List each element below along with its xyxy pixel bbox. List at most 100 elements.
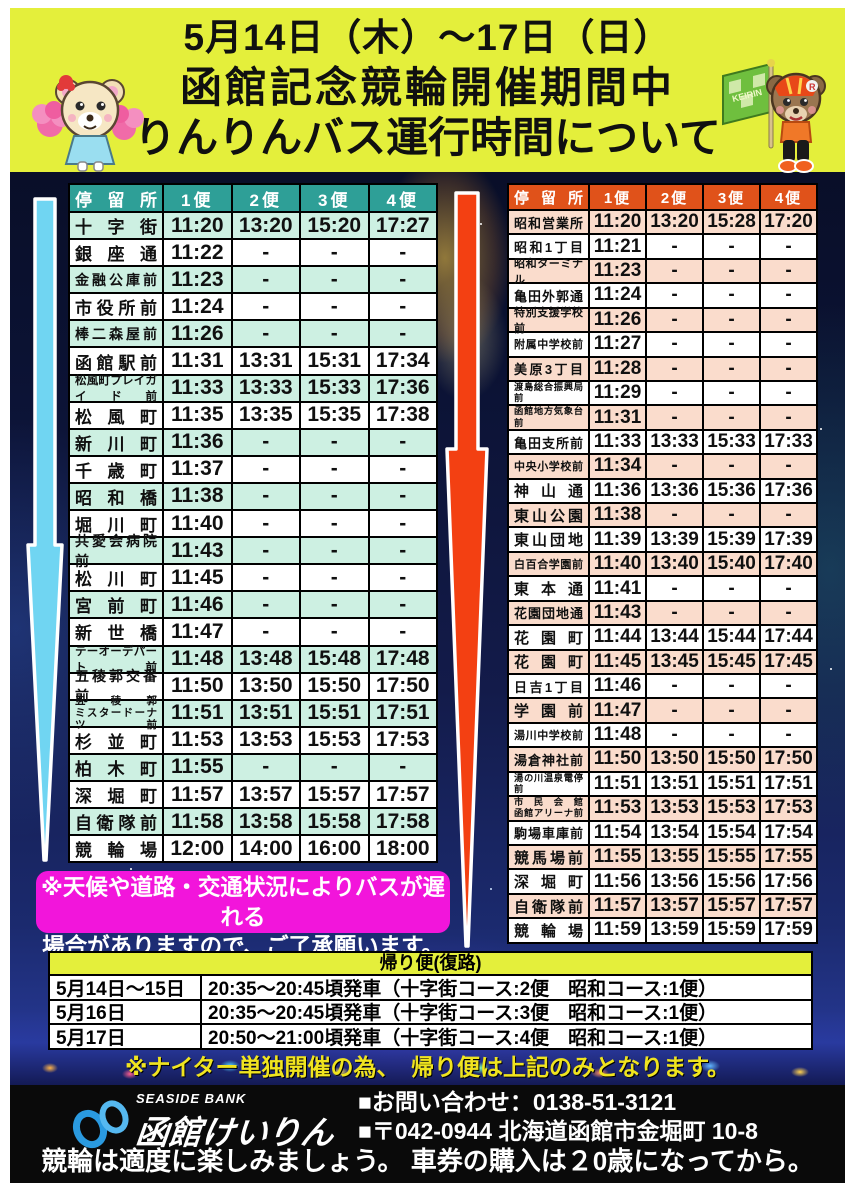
- time-trip-1: 11:53: [162, 727, 231, 753]
- time-trip-4: -: [759, 381, 816, 405]
- time-trip-3: -: [299, 456, 368, 482]
- table-row: 五稜郭交番前 11:50 13:50 15:50 17:50: [70, 668, 436, 704]
- time-trip-2: -: [645, 235, 702, 258]
- time-trip-1: 11:35: [162, 402, 231, 428]
- time-trip-3: -: [702, 504, 759, 527]
- time-trip-3: 15:39: [702, 528, 759, 551]
- time-trip-4: 17:51: [367, 700, 437, 726]
- time-trip-2: 13:31: [230, 348, 300, 374]
- time-trip-1: 11:24: [588, 284, 645, 307]
- logo-seaside-bank: SEASIDE BANK: [136, 1091, 247, 1106]
- stop-name: 新川町: [75, 434, 157, 454]
- time-trip-2: 13:50: [645, 748, 702, 771]
- time-trip-4: -: [367, 538, 437, 564]
- return-date: 5月16日: [56, 1003, 126, 1025]
- time-trip-4: 17:27: [367, 213, 437, 239]
- time-trip-1: 11:45: [588, 650, 645, 674]
- stop-name: 競輪場: [514, 922, 583, 940]
- time-trip-4: 17:50: [759, 748, 816, 771]
- time-trip-4: -: [759, 675, 816, 698]
- time-trip-2: 13:50: [230, 673, 300, 699]
- stop-name: 金融公庫前: [75, 271, 157, 288]
- table-row: 深堀町 11:57 13:57 15:57 17:57: [70, 779, 436, 808]
- return-detail: 20:50～21:00頃発車（十字街コース:4便 昭和コース:1便）: [200, 1025, 811, 1049]
- time-trip-4: 17:34: [367, 348, 437, 374]
- time-trip-2: 13:33: [230, 375, 300, 401]
- time-trip-2: -: [645, 381, 702, 405]
- time-trip-3: 15:40: [702, 552, 759, 576]
- stop-name: 市役所前: [75, 299, 157, 319]
- time-trip-3: -: [299, 240, 368, 266]
- time-trip-1: 11:31: [162, 348, 231, 374]
- time-trip-2: 13:35: [230, 402, 300, 428]
- time-trip-1: 11:46: [588, 675, 645, 698]
- table-row: 昭和ターミナル 11:23 - - -: [509, 257, 816, 286]
- contact-address: ■〒042-0944 北海道函館市金堀町 10-8: [358, 1117, 758, 1144]
- stop-name: 湯川中学校前: [514, 730, 583, 743]
- time-trip-3: -: [299, 754, 368, 780]
- time-trip-1: 11:59: [588, 919, 645, 942]
- table-row: 湯川中学校前 11:48 - - -: [509, 721, 816, 747]
- timetable-header-row: 停留所 1便 2便 3便 4便: [70, 185, 436, 211]
- stop-name: 五稜郭 ミスタードーナツ前: [75, 695, 157, 732]
- time-trip-2: 13:57: [230, 781, 300, 808]
- time-trip-3: -: [702, 577, 759, 600]
- header-trip-4: 4便: [367, 185, 437, 211]
- time-trip-3: 15:28: [702, 211, 759, 234]
- time-trip-2: 13:54: [645, 821, 702, 844]
- stop-name: 亀田外郭通: [514, 288, 583, 304]
- time-trip-2: -: [230, 619, 300, 645]
- table-row: 千歳町 11:37 - - -: [70, 454, 436, 482]
- time-trip-3: -: [702, 601, 759, 625]
- stop-name: 花園団地通: [514, 606, 583, 622]
- time-trip-4: 17:57: [759, 894, 816, 918]
- stop-name: 競馬場前: [514, 849, 583, 867]
- time-trip-2: 13:51: [645, 772, 702, 796]
- time-trip-2: -: [230, 511, 300, 537]
- stop-name: 駒場車庫前: [514, 826, 583, 842]
- time-trip-3: 15:58: [299, 809, 368, 835]
- time-trip-1: 12:00: [162, 836, 231, 862]
- table-row: 市民会館 函館アリーナ前 11:53 13:53 15:53 17:53: [509, 795, 816, 820]
- time-trip-2: -: [230, 483, 300, 510]
- time-trip-1: 11:36: [588, 479, 645, 503]
- time-trip-3: 15:54: [702, 821, 759, 844]
- time-trip-2: 13:57: [645, 894, 702, 918]
- stop-name: 杉並町: [75, 732, 157, 752]
- time-trip-1: 11:51: [162, 700, 231, 726]
- timetable-header-row: 停留所 1便 2便 3便 4便: [509, 185, 816, 209]
- time-trip-4: -: [759, 333, 816, 356]
- time-trip-3: -: [299, 511, 368, 537]
- time-trip-4: 17:51: [759, 772, 816, 796]
- stop-name: 十字街: [75, 218, 157, 238]
- time-trip-1: 11:48: [162, 646, 231, 672]
- time-trip-3: -: [702, 284, 759, 307]
- time-trip-3: 15:31: [299, 348, 368, 374]
- time-trip-4: -: [759, 723, 816, 747]
- time-trip-3: -: [299, 619, 368, 645]
- time-trip-4: -: [367, 619, 437, 645]
- stop-name: 亀田支所前: [514, 435, 583, 451]
- time-trip-1: 11:20: [162, 213, 231, 239]
- table-row: 亀田支所前 11:33 13:33 15:33 17:33: [509, 428, 816, 454]
- stop-name: 昭和営業所: [514, 215, 583, 231]
- down-arrow-red: [445, 191, 489, 948]
- time-trip-3: -: [299, 565, 368, 591]
- table-row: 松風町 11:35 13:35 15:35 17:38: [70, 400, 436, 428]
- time-trip-3: 15:35: [299, 402, 368, 428]
- time-trip-4: -: [759, 601, 816, 625]
- time-trip-1: 11:40: [162, 511, 231, 537]
- table-row: 銀座通 11:22 - - -: [70, 238, 436, 266]
- time-trip-2: -: [230, 240, 300, 266]
- time-trip-1: 11:24: [162, 294, 231, 320]
- time-trip-3: 15:48: [299, 646, 368, 672]
- stop-name: 松風町: [75, 407, 157, 427]
- time-trip-4: -: [759, 308, 816, 332]
- table-row: 自衛隊前 11:58 13:58 15:58 17:58: [70, 807, 436, 835]
- time-trip-4: -: [367, 511, 437, 537]
- time-trip-3: -: [299, 321, 368, 347]
- time-trip-4: 17:48: [367, 646, 437, 672]
- time-trip-4: -: [759, 259, 816, 283]
- time-trip-1: 11:38: [588, 504, 645, 527]
